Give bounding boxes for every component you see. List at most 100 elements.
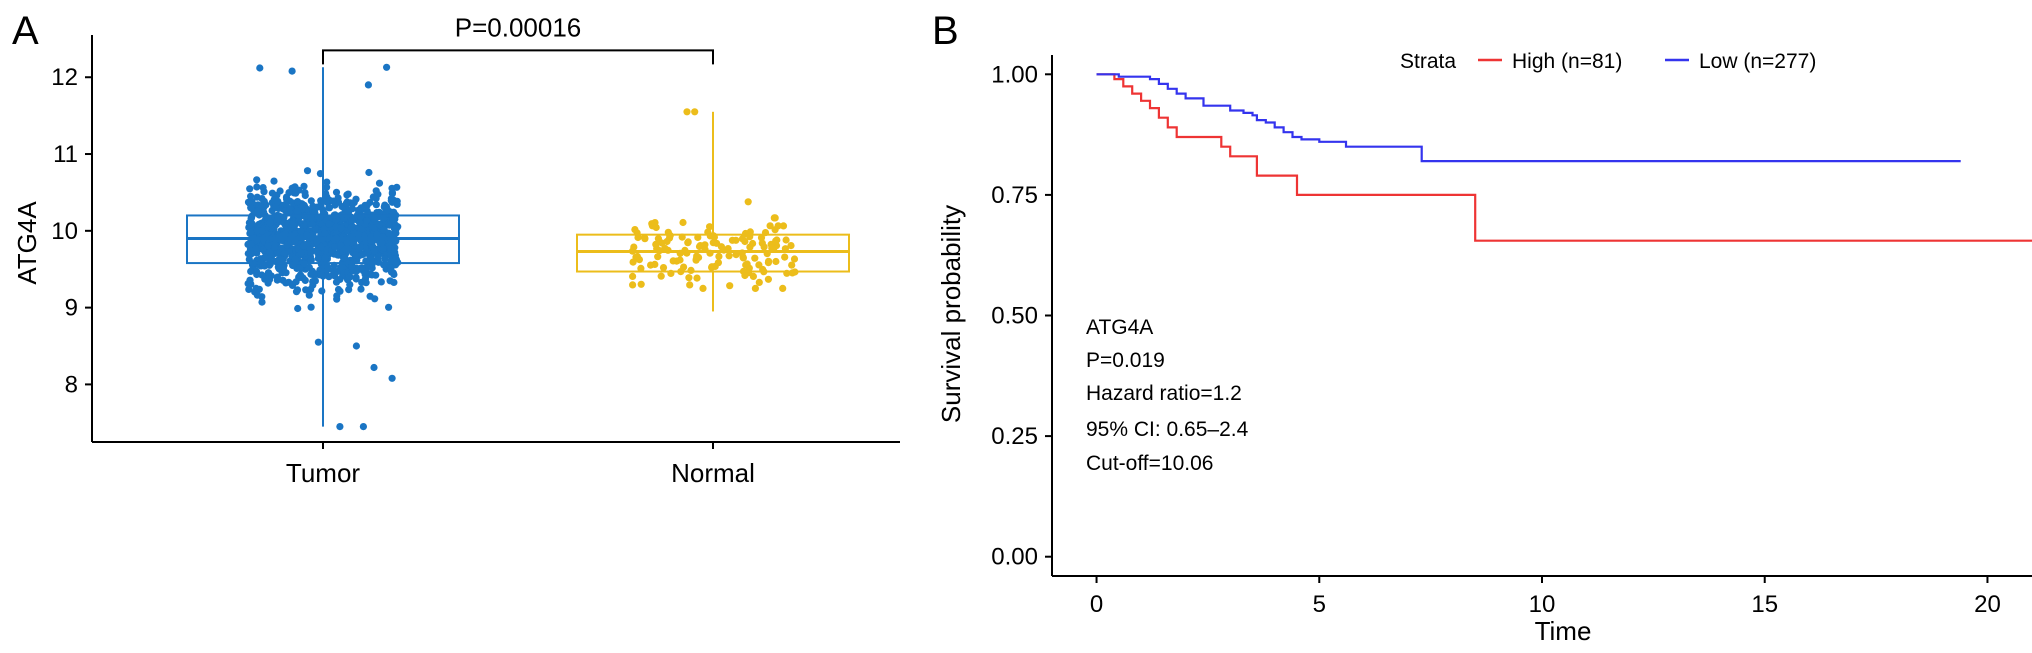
a-data-point	[354, 206, 362, 214]
a-data-point	[332, 278, 341, 286]
a-data-point	[726, 282, 734, 290]
a-data-point	[366, 292, 374, 300]
a-data-point	[768, 244, 776, 252]
a-data-point	[344, 190, 352, 198]
a-data-point	[699, 284, 707, 292]
b-y-tick-label: 0.50	[991, 303, 1038, 330]
a-outlier-point	[388, 374, 396, 382]
a-data-point	[258, 298, 266, 306]
a-outlier-point	[691, 108, 699, 116]
a-data-point	[744, 198, 752, 206]
a-outlier-point	[359, 423, 367, 431]
a-data-point	[391, 248, 399, 256]
a-data-point	[706, 223, 714, 231]
a-x-tick-label: Tumor	[286, 458, 360, 488]
a-data-point	[260, 208, 268, 216]
a-data-point	[725, 252, 733, 260]
a-data-point	[709, 239, 717, 247]
a-data-point	[253, 176, 261, 184]
a-data-point	[715, 252, 723, 260]
a-data-point	[373, 209, 381, 217]
a-data-point	[325, 273, 333, 281]
b-y-axis-title: Survival probability	[936, 205, 966, 423]
a-y-tick-label: 12	[51, 64, 78, 91]
a-data-point	[273, 276, 281, 284]
a-data-point	[356, 219, 364, 227]
a-data-point	[245, 285, 253, 293]
a-data-point	[385, 303, 393, 311]
annotation-line: 95% CI: 0.65–2.4	[1086, 418, 1249, 441]
a-data-point	[293, 207, 301, 215]
a-data-point	[350, 199, 358, 207]
a-data-point	[749, 272, 758, 280]
a-data-point	[308, 220, 316, 228]
a-data-point	[363, 207, 371, 215]
b-y-tick-label: 1.00	[991, 61, 1038, 88]
b-x-tick-label: 20	[1974, 591, 2001, 618]
a-data-point	[637, 280, 645, 288]
a-data-point	[344, 208, 353, 216]
a-data-point	[637, 264, 645, 272]
a-data-point	[288, 184, 296, 192]
a-data-point	[282, 200, 290, 208]
a-data-point	[325, 204, 333, 212]
a-data-point	[333, 251, 341, 259]
a-data-point	[342, 199, 350, 208]
a-data-point	[669, 257, 677, 265]
a-data-point	[687, 266, 695, 274]
a-data-point	[758, 239, 766, 247]
a-data-point	[370, 247, 379, 255]
a-data-point	[751, 284, 760, 292]
b-axes: 0.00 0.25 0.50 0.75 1.00 0 5 10 15 20	[991, 55, 2032, 618]
a-outlier-point	[364, 81, 372, 89]
a-data-point	[276, 187, 284, 195]
a-data-point	[264, 279, 272, 287]
a-data-point	[358, 251, 366, 259]
a-data-point	[352, 251, 360, 259]
a-data-point	[331, 201, 339, 209]
a-data-point	[728, 236, 737, 244]
significance-line	[322, 49, 714, 65]
a-data-point	[685, 274, 693, 282]
a-data-point	[353, 267, 361, 275]
a-data-point	[381, 255, 389, 263]
b-x-tick-label: 0	[1090, 591, 1103, 618]
a-data-point	[654, 253, 662, 261]
a-data-point	[264, 242, 272, 250]
a-data-point	[381, 201, 389, 209]
a-data-point	[385, 229, 393, 237]
a-y-tick-label: 9	[65, 295, 78, 322]
a-data-point	[245, 255, 253, 263]
a-data-point	[247, 228, 255, 236]
annotation-line: Hazard ratio=1.2	[1086, 382, 1242, 405]
a-data-point	[375, 179, 384, 187]
b-curves	[1096, 73, 2032, 242]
a-data-point	[292, 288, 301, 296]
a-data-point	[297, 227, 305, 235]
a-data-point	[352, 275, 360, 283]
a-data-point	[311, 208, 319, 217]
panel-b: B 0.00 0.25 0.50 0.75 1.00 0 5 10 15 20 Strata Hig…	[932, 9, 2032, 646]
a-data-point	[261, 253, 269, 261]
a-data-point	[275, 264, 283, 272]
a-data-point	[313, 238, 321, 246]
a-data-point	[247, 267, 255, 275]
a-data-point	[371, 215, 379, 224]
a-data-point	[393, 197, 401, 205]
a-data-point	[333, 292, 341, 300]
a-data-point	[377, 278, 385, 286]
a-data-point	[708, 263, 716, 271]
a-y-axis-title: ATG4A	[12, 201, 42, 285]
a-data-point	[253, 193, 261, 201]
a-data-point	[260, 188, 268, 196]
a-data-point	[652, 240, 660, 248]
a-data-point	[253, 183, 261, 191]
a-data-point	[297, 249, 305, 257]
a-data-point	[309, 202, 317, 210]
a-data-point	[659, 264, 668, 272]
a-data-point	[717, 243, 726, 251]
a-data-point	[303, 231, 311, 239]
a-data-point	[392, 225, 400, 233]
a-data-point	[368, 271, 376, 279]
a-data-point	[275, 255, 283, 263]
